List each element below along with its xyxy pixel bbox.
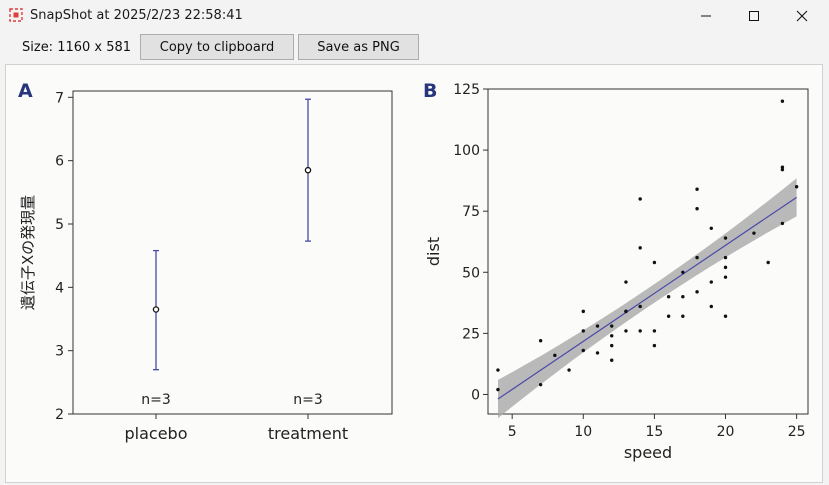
- panel-a-n-label: n=3: [141, 392, 171, 408]
- panel-b-scatter-point: [652, 343, 657, 348]
- panel-b-scatter-point: [709, 280, 713, 284]
- panel-b-scatter-point: [638, 329, 642, 333]
- panel-b-scatter-point: [538, 382, 543, 387]
- panel-b-scatter-point: [695, 207, 699, 211]
- panel-b-scatter-point: [496, 387, 500, 392]
- panel-a-ylabel: 遺伝子Xの発現量: [19, 195, 37, 310]
- save-as-png-button[interactable]: Save as PNG: [298, 34, 419, 60]
- panel-a-ytick-label: 6: [55, 154, 64, 170]
- title-bar: SnapShot at 2025/2/23 22:58:41: [0, 0, 829, 32]
- panel-b-scatter-point: [610, 343, 614, 348]
- panel-b-scatter-point: [723, 255, 728, 260]
- panel-b-ytick-label: 100: [453, 143, 480, 159]
- panel-a-ytick-label: 5: [55, 217, 64, 233]
- panel-b-ylabel: dist: [424, 237, 443, 266]
- minimize-button[interactable]: [683, 0, 729, 32]
- panel-b-scatter-point: [624, 309, 628, 314]
- panel-a-mean-point: [152, 306, 160, 313]
- panel-b-scatter-point: [581, 348, 585, 353]
- panel-b-scatter-point: [666, 314, 671, 318]
- panel-b-scatter-point: [652, 260, 657, 265]
- toolbar: Size: 1160 x 581 Copy to clipboard Save …: [0, 32, 829, 64]
- panel-b-scatter-point: [610, 324, 614, 328]
- panel-b-scatter-point: [695, 255, 699, 260]
- panel-b-ytick-label: 25: [462, 326, 480, 342]
- panel-b-scatter-point: [624, 329, 628, 333]
- panel-b-scatter-point: [595, 324, 600, 328]
- panel-b-scatter-point: [681, 295, 685, 299]
- panel-b-scatter-point: [496, 368, 500, 372]
- panel-b-scatter-point: [780, 221, 785, 226]
- panel-b-scatter-point: [638, 304, 642, 309]
- panel-b-scatter-point: [709, 304, 713, 309]
- maximize-icon: [749, 11, 759, 21]
- close-button[interactable]: [779, 0, 825, 32]
- panel-b-scatter-point: [681, 314, 685, 318]
- panel-a-xtick-label: treatment: [268, 424, 348, 443]
- panel-b-ytick-label: 125: [453, 82, 480, 98]
- panel-b-ytick-label: 75: [462, 204, 480, 220]
- maximize-button[interactable]: [731, 0, 777, 32]
- panel-b-scatter-point: [581, 309, 585, 314]
- panel-b-scatter-point: [681, 270, 685, 274]
- panel-a-n-label: n=3: [293, 392, 323, 408]
- panel-b-scatter-point: [695, 187, 699, 191]
- panel-b-scatter-point: [695, 290, 699, 294]
- panel-a-ytick-label: 2: [55, 407, 64, 423]
- panel-b-scatter-point: [780, 99, 785, 103]
- panel-b-xtick-label: 5: [508, 424, 517, 440]
- panel-a-ytick-label: 4: [55, 280, 64, 296]
- panel-a-frame: [72, 90, 393, 415]
- panel-a-label: A: [18, 80, 33, 102]
- panel-b-scatter-point: [723, 236, 728, 240]
- panel-b-xtick-label: 15: [645, 424, 663, 440]
- panel-b-scatter-point: [595, 351, 600, 355]
- window-title: SnapShot at 2025/2/23 22:58:41: [30, 8, 243, 23]
- panel-b-scatter-point: [538, 338, 543, 343]
- panel-b-scatter-point: [624, 280, 628, 284]
- panel-a-ytick-label: 3: [55, 344, 64, 360]
- panel-b-scatter-point: [581, 329, 585, 333]
- panel-b-scatter-point: [666, 295, 671, 299]
- panel-b-scatter-point: [652, 329, 657, 333]
- panel-b-scatter-point: [723, 265, 728, 270]
- panel-b-scatter-point: [638, 246, 642, 250]
- panel-b-scatter-point: [638, 197, 642, 201]
- copy-to-clipboard-button[interactable]: Copy to clipboard: [140, 34, 294, 60]
- panel-b-scatter-point: [610, 334, 614, 338]
- panel-b-scatter-point: [780, 165, 785, 169]
- panel-b-scatter-point: [709, 226, 713, 230]
- panel-a-mean-point: [304, 166, 312, 174]
- panel-b-xtick-label: 25: [788, 424, 806, 440]
- panel-b-ytick-label: 0: [471, 387, 480, 403]
- panel-b-scatter-point: [780, 167, 785, 172]
- panel-b-label: B: [423, 80, 437, 102]
- panel-b-scatter-point: [610, 358, 614, 362]
- close-icon: [796, 10, 808, 22]
- panel-b-ytick-label: 50: [462, 265, 480, 281]
- panel-b-frame: [487, 88, 809, 415]
- panel-a-xtick-label: placebo: [125, 424, 188, 443]
- panel-b-scatter-point: [794, 185, 799, 189]
- panel-b-scatter-point: [567, 368, 571, 372]
- panel-b-xtick-label: 20: [717, 424, 735, 440]
- panel-b-scatter-point: [553, 353, 557, 358]
- snapshot-icon: [9, 8, 23, 22]
- panel-a-ytick-label: 7: [55, 90, 64, 106]
- size-label: Size: 1160 x 581: [22, 40, 132, 55]
- snapshot-image: A 2 3 4 5 6 7 遺伝子Xの発現量 placebo n=3 treatment n=3 B 0 2…: [5, 64, 823, 483]
- panel-b-scatter-point: [766, 260, 770, 265]
- panel-b-scatter-point: [723, 275, 728, 279]
- charts-svg: A 2 3 4 5 6 7 遺伝子Xの発現量 placebo n=3 treatment n=3 B 0 2…: [18, 80, 809, 462]
- panel-b-scatter-point: [723, 314, 728, 318]
- panel-b-xlabel: speed: [624, 443, 672, 462]
- panel-b-scatter-point: [752, 231, 756, 235]
- panel-b-xtick-label: 10: [574, 424, 592, 440]
- minimize-icon: [701, 15, 711, 17]
- panel-b-fit-line: [497, 196, 797, 400]
